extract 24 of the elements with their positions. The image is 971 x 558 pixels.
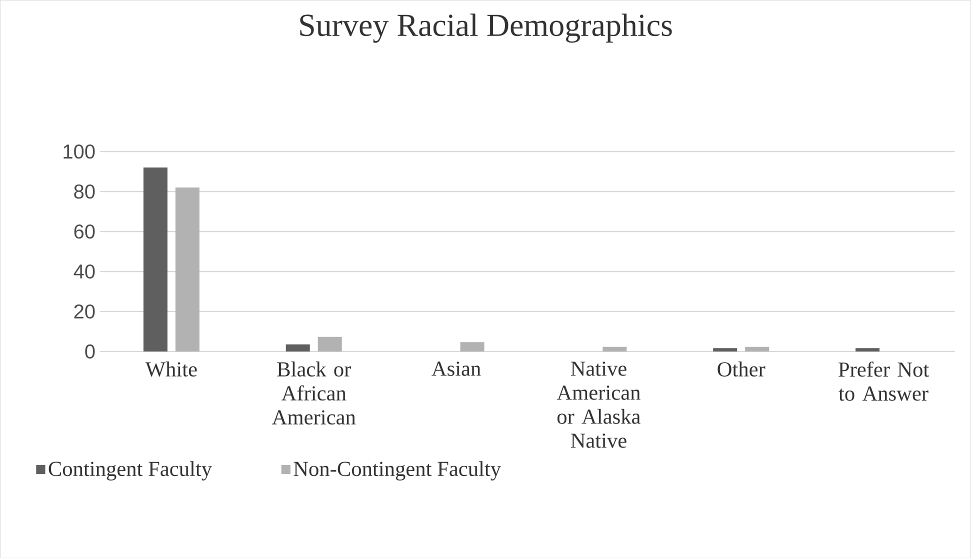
x-tick-label: Black or African American <box>272 361 356 424</box>
bar <box>856 348 880 352</box>
bar <box>318 336 342 352</box>
y-tick-label: 20 <box>74 304 95 318</box>
x-tick-label: White <box>145 361 197 376</box>
y-tick-label: 40 <box>74 264 95 278</box>
bar <box>745 346 770 352</box>
x-tick-label: Native American or Alaska Native <box>556 361 640 448</box>
y-tick-label: 60 <box>74 224 95 238</box>
bar <box>460 342 484 352</box>
x-tick-label: Other <box>718 361 766 376</box>
bar <box>713 348 738 352</box>
bar <box>175 187 200 352</box>
x-tick-label: Asian <box>432 361 481 376</box>
x-tick-label: Prefer Not to Answer <box>838 361 929 401</box>
chart-title: Survey Racial Demographics <box>300 13 672 43</box>
legend-label: Non-Contingent Faculty <box>294 460 501 480</box>
legend-label: Contingent Faculty <box>48 460 212 480</box>
y-tick-label: 0 <box>85 344 95 358</box>
y-tick-label: 100 <box>64 144 95 158</box>
y-tick-label: 80 <box>74 184 95 198</box>
bar <box>143 167 168 352</box>
bar <box>286 344 310 352</box>
bar <box>602 346 627 352</box>
